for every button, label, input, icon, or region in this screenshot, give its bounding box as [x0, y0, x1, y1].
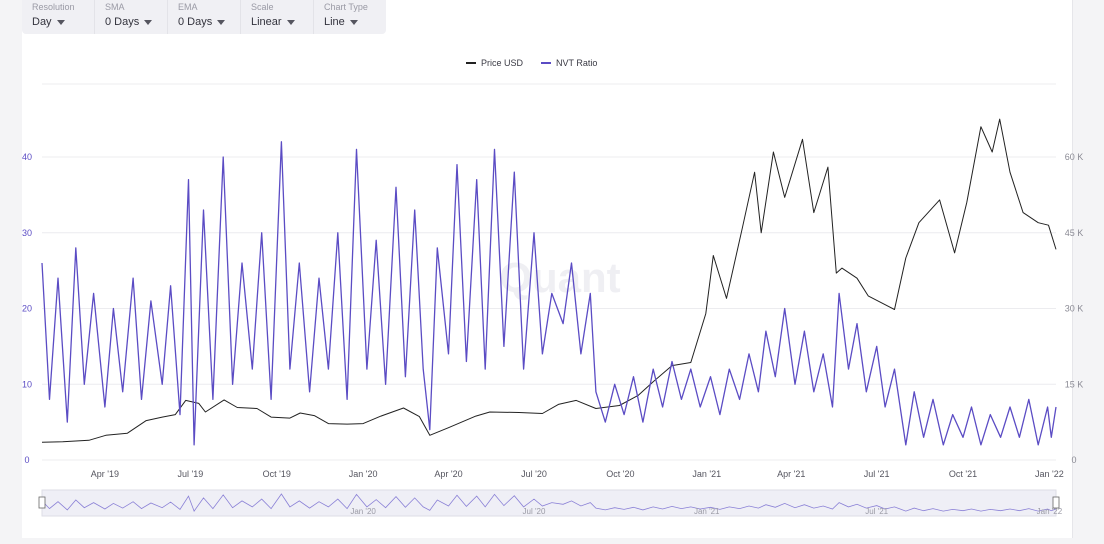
legend-item-nvt[interactable]: NVT Ratio: [541, 58, 597, 68]
x-tick-label: Jul '19: [177, 469, 203, 479]
x-tick-label: Oct '19: [263, 469, 291, 479]
x-tick-label: Apr '19: [91, 469, 119, 479]
ema-label: EMA: [178, 2, 198, 12]
chart-type-dropdown[interactable]: Chart Type Line: [314, 0, 386, 34]
chevron-down-icon: [286, 19, 295, 25]
y-right-tick-label: 45 K: [1065, 228, 1084, 238]
scale-dropdown[interactable]: Scale Linear: [241, 0, 314, 34]
sma-value: 0 Days: [105, 16, 140, 28]
legend-swatch-nvt: [541, 62, 552, 64]
x-tick-label: Apr '20: [434, 469, 462, 479]
x-tick-label: Apr '21: [777, 469, 805, 479]
navigator-nvt-line: [41, 493, 1057, 512]
x-tick-label: Oct '21: [949, 469, 977, 479]
chevron-down-icon: [144, 19, 153, 25]
y-left-tick-label: 0: [24, 455, 29, 465]
y-right-tick-label: 30 K: [1065, 304, 1084, 314]
x-tick-label: Jan '20: [349, 469, 378, 479]
x-tick-label: Jan '21: [692, 469, 721, 479]
y-left-tick-label: 40: [22, 152, 32, 162]
navigator-track: [41, 489, 1057, 517]
x-tick-label: Jul '20: [521, 469, 547, 479]
nvt-ratio-line: [41, 141, 1057, 446]
price-usd-line: [41, 118, 1057, 443]
chart-type-label: Chart Type: [324, 2, 368, 12]
sma-dropdown[interactable]: SMA 0 Days: [95, 0, 168, 34]
chart-type-value: Line: [324, 16, 345, 28]
navigator-tick-label: Jul '21: [865, 507, 888, 516]
y-right-tick-label: 15 K: [1065, 379, 1084, 389]
chevron-down-icon: [217, 19, 226, 25]
legend-label-price: Price USD: [481, 58, 524, 68]
navigator-tick-label: Jul '20: [523, 507, 546, 516]
chevron-down-icon: [56, 19, 65, 25]
resolution-value: Day: [32, 16, 52, 28]
ema-dropdown[interactable]: EMA 0 Days: [168, 0, 241, 34]
watermark-text: Quant: [499, 254, 620, 301]
chart-card: Resolution Day SMA 0 Days EMA 0 Days Sca…: [22, 0, 1073, 538]
y-left-tick-label: 10: [22, 379, 32, 389]
chevron-down-icon: [349, 19, 358, 25]
sma-label: SMA: [105, 2, 125, 12]
y-left-tick-label: 20: [22, 304, 32, 314]
y-right-tick-label: 0: [1071, 455, 1076, 465]
legend-label-nvt: NVT Ratio: [556, 58, 598, 68]
navigator-right-handle[interactable]: [1052, 496, 1060, 509]
y-left-tick-label: 30: [22, 228, 32, 238]
chart-toolbar: Resolution Day SMA 0 Days EMA 0 Days Sca…: [22, 0, 386, 34]
navigator-tick-label: Jan '22: [1037, 507, 1063, 516]
y-right-tick-label: 60 K: [1065, 152, 1084, 162]
legend-swatch-price: [466, 62, 476, 64]
ema-value: 0 Days: [178, 16, 213, 28]
navigator-tick-label: Jan '21: [694, 507, 720, 516]
navigator-left-handle[interactable]: [38, 496, 46, 509]
legend-item-price[interactable]: Price USD: [466, 58, 523, 68]
resolution-dropdown[interactable]: Resolution Day: [22, 0, 95, 34]
scale-label: Scale: [251, 2, 274, 12]
chart-legend: Price USD NVT Ratio: [466, 58, 597, 68]
x-tick-label: Oct '20: [606, 469, 634, 479]
x-tick-label: Jul '21: [864, 469, 890, 479]
scale-value: Linear: [251, 16, 282, 28]
resolution-label: Resolution: [32, 2, 75, 12]
navigator-tick-label: Jan '20: [350, 507, 376, 516]
x-tick-label: Jan '22: [1035, 469, 1064, 479]
